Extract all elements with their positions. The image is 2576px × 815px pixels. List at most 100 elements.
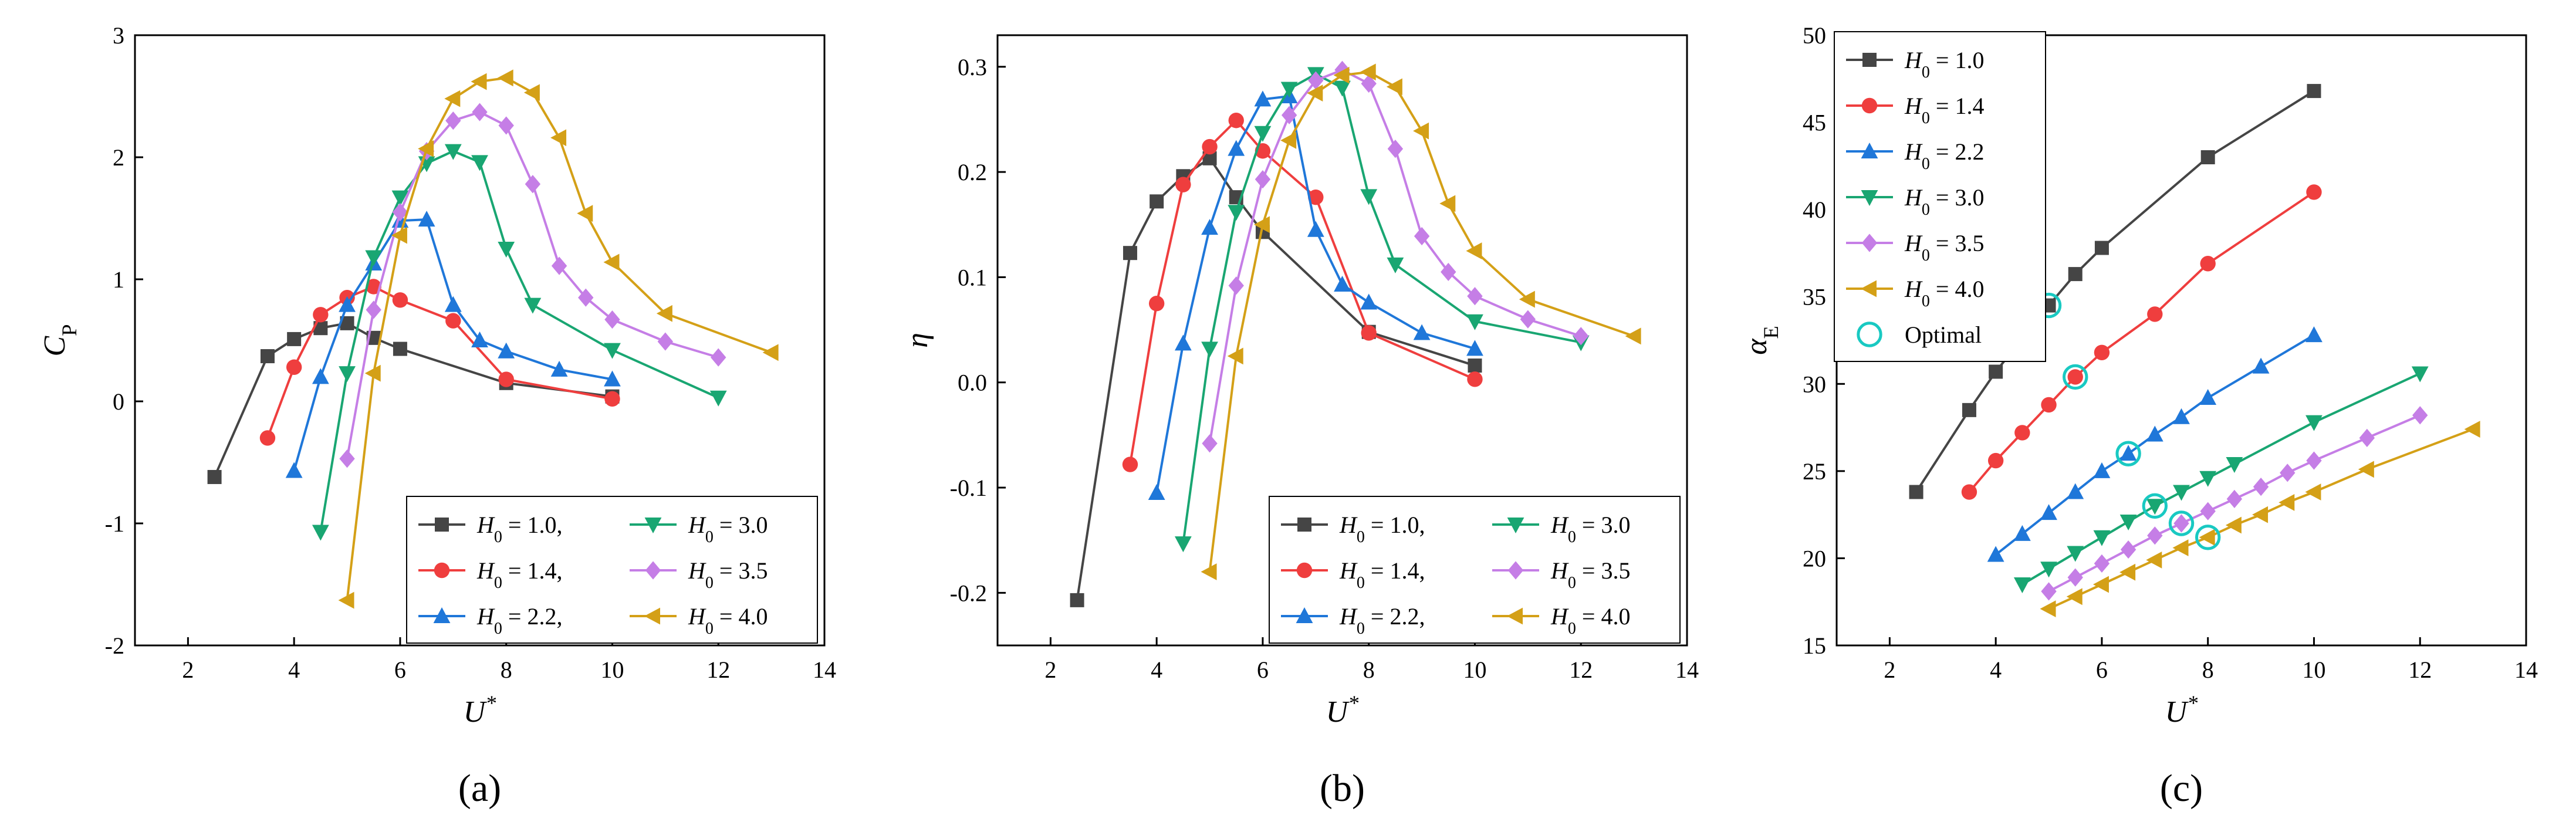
data-point [2226, 489, 2243, 508]
data-point [2146, 499, 2163, 515]
data-point [286, 359, 302, 375]
data-point [2068, 267, 2083, 282]
data-point [2200, 150, 2215, 164]
data-point [2094, 241, 2109, 255]
data-point [1466, 242, 1482, 259]
data-point [2307, 84, 2321, 99]
data-point [339, 449, 355, 468]
data-point [1334, 60, 1350, 79]
x-axis-label: U* [464, 691, 497, 729]
data-point [2464, 421, 2480, 438]
data-point [2252, 357, 2270, 374]
y-tick-label: 0.1 [958, 264, 987, 290]
legend-label: H0 = 2.2, [1339, 603, 1425, 638]
y-tick-label: 50 [1803, 22, 1826, 49]
series-H4.0 [338, 69, 779, 609]
y-tick-label: 40 [1803, 197, 1826, 223]
y-tick-label: 0.2 [958, 159, 987, 185]
data-point [657, 332, 674, 351]
data-point [1228, 205, 1245, 221]
data-point [2067, 369, 2083, 385]
data-point [1360, 189, 1378, 205]
data-point [1150, 194, 1164, 209]
series-H3.0 [312, 144, 727, 541]
data-point [2278, 493, 2295, 511]
x-tick-label: 2 [1884, 657, 1895, 683]
data-point [498, 116, 514, 135]
legend-marker [644, 518, 662, 533]
data-point [366, 300, 381, 319]
data-point [1228, 140, 1245, 156]
data-point [444, 296, 462, 312]
data-point [2168, 510, 2195, 536]
data-point [1439, 195, 1456, 212]
data-point [1254, 126, 1272, 142]
series-H1.4 [1961, 184, 2322, 500]
legend-label: H0 = 4.0 [1550, 603, 1630, 638]
data-point [1413, 324, 1431, 340]
data-point [2040, 562, 2057, 578]
legend-marker [435, 518, 449, 532]
data-point [1987, 546, 2004, 562]
data-point [550, 129, 567, 147]
x-axis-label: U* [2165, 691, 2199, 729]
data-point [1989, 364, 2003, 379]
data-point [1070, 593, 1084, 607]
data-point [550, 360, 568, 377]
data-point [2092, 576, 2109, 593]
data-point [2041, 582, 2057, 601]
data-point [2195, 525, 2221, 550]
data-point [1280, 82, 1298, 98]
legend-marker [1857, 322, 1882, 347]
data-point [2040, 504, 2057, 520]
legend-label: H0 = 1.4, [476, 557, 562, 592]
panel-label: (c) [2160, 767, 2203, 810]
data-point [2173, 514, 2189, 533]
legend-marker [1296, 562, 1313, 579]
data-point [2173, 485, 2190, 501]
x-tick-label: 6 [394, 657, 406, 683]
legend-marker [1861, 143, 1878, 158]
data-point [1961, 484, 1977, 500]
legend-label: H0 = 3.5 [1550, 557, 1630, 592]
legend-label: H0 = 2.2 [1904, 138, 1984, 173]
y-tick-label: 45 [1803, 110, 1826, 136]
x-tick-label: 8 [2202, 657, 2214, 683]
data-point [2172, 539, 2189, 556]
data-point [498, 242, 515, 258]
legend-label: H0 = 3.5 [1904, 230, 1984, 265]
y-tick-label: 15 [1803, 633, 1826, 659]
data-point [445, 313, 461, 329]
data-point [1468, 359, 1482, 373]
x-tick-label: 2 [182, 657, 194, 683]
data-point [393, 341, 407, 356]
data-point [2199, 471, 2217, 487]
data-point [260, 349, 275, 364]
x-tick-label: 14 [2514, 657, 2538, 683]
y-tick-label: 0.3 [958, 54, 987, 80]
data-point [2119, 515, 2137, 531]
data-point [2412, 406, 2428, 425]
legend: H0 = 1.0, H0 = 1.4, H0 = 2.2, H0 = 3.0 H0 = … [1269, 496, 1681, 644]
data-point [498, 342, 515, 359]
data-point [1308, 71, 1324, 90]
data-point [365, 250, 383, 266]
data-point [498, 371, 514, 387]
y-axis-label: CP [38, 324, 81, 357]
legend: H0 = 1.0 H0 = 1.4 H0 = 2.2 H0 = 3.0 H0 = 3.5… [1834, 31, 2046, 362]
data-point [1175, 177, 1191, 192]
x-tick-label: 4 [1990, 657, 2002, 683]
data-point [2225, 516, 2242, 534]
series-H3.5 [339, 103, 726, 468]
data-point [2067, 483, 2084, 499]
series-H1.4 [259, 279, 620, 446]
series-H1.4 [1122, 113, 1483, 472]
legend-label: Optimal [1905, 322, 1982, 348]
x-tick-label: 10 [1463, 657, 1486, 683]
panel-b: 2 4 6 8 10 12 14 -0.2 -0.1 0.0 0.1 0.2 0.3 U* η (b) H0 =… [901, 34, 1699, 810]
plot-frame [996, 34, 1688, 647]
data-point [1466, 340, 1483, 356]
legend: H0 = 1.0, H0 = 1.4, H0 = 2.2, H0 = 3.0 H0 = … [406, 496, 818, 644]
data-point [1466, 314, 1483, 330]
